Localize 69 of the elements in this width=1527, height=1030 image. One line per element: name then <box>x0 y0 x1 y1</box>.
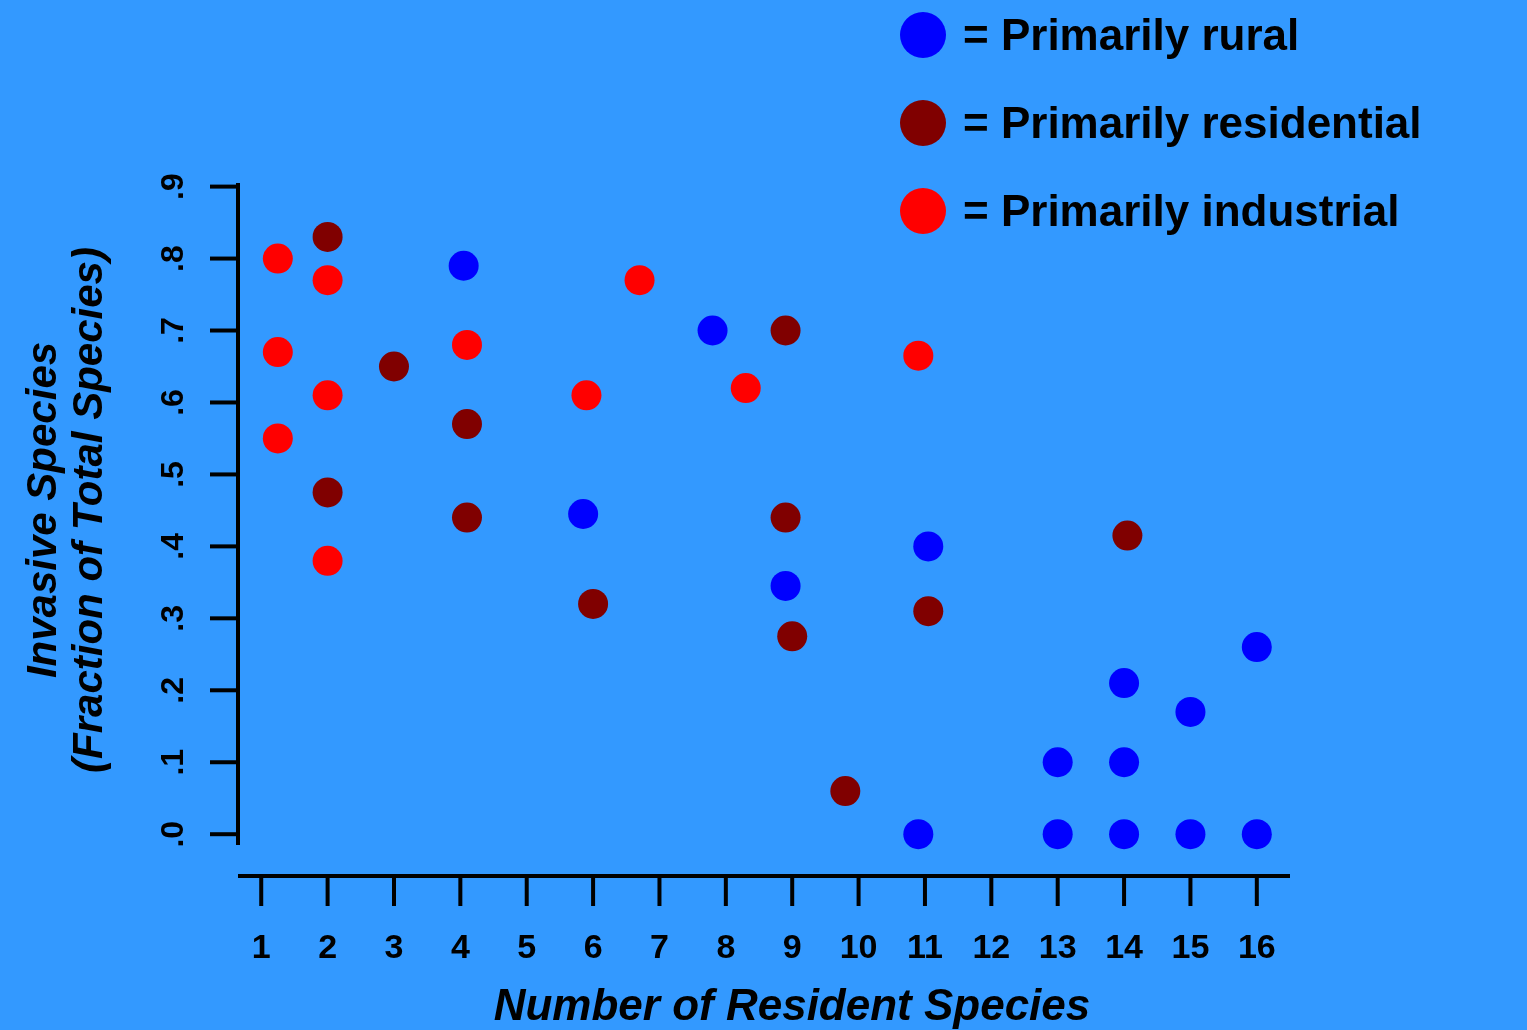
point <box>1109 747 1140 778</box>
x-tick-label: 7 <box>650 927 669 965</box>
point <box>770 570 801 601</box>
y-axis-title: Invasive Species (Fraction of Total Species) <box>18 247 111 773</box>
point <box>451 502 482 533</box>
x-tick-label: 2 <box>318 927 338 965</box>
x-tick-label: 9 <box>782 927 802 965</box>
y-tick-label: .0 <box>154 820 190 848</box>
y-tick-label: .4 <box>154 532 190 560</box>
point <box>1042 819 1073 850</box>
point <box>451 329 482 360</box>
x-tick-label: 12 <box>972 927 1011 965</box>
point <box>913 531 944 562</box>
legend-label: = Primarily industrial <box>963 186 1400 235</box>
y-tick-label: .5 <box>154 461 190 488</box>
point <box>451 409 482 440</box>
point <box>378 351 409 382</box>
point <box>1109 668 1140 699</box>
point <box>1241 632 1272 663</box>
point <box>770 315 801 346</box>
point <box>913 596 944 627</box>
point <box>312 545 343 576</box>
y-tick-label: .2 <box>154 676 190 704</box>
x-tick-label: 14 <box>1105 927 1144 965</box>
x-tick-label: 5 <box>517 927 537 965</box>
point <box>903 819 934 850</box>
point <box>624 265 655 296</box>
x-tick-label: 3 <box>384 927 404 965</box>
point <box>1175 819 1206 850</box>
point <box>1112 520 1143 551</box>
point <box>1175 696 1206 727</box>
y-tick-label: .7 <box>154 317 190 344</box>
x-tick-label: 13 <box>1038 927 1077 965</box>
point <box>697 315 728 346</box>
point <box>830 776 861 807</box>
point <box>262 243 293 274</box>
legend-label: = Primarily residential <box>963 98 1422 147</box>
point <box>312 380 343 411</box>
y-tick-label: .9 <box>154 173 190 200</box>
x-tick-label: 8 <box>716 927 736 965</box>
point <box>730 373 761 404</box>
point <box>1042 747 1073 778</box>
point <box>262 337 293 368</box>
point <box>1241 819 1272 850</box>
y-tick-label: .1 <box>154 748 190 776</box>
point <box>312 221 343 252</box>
point <box>568 499 599 529</box>
legend-label: = Primarily rural <box>963 10 1300 59</box>
x-tick-label: 1 <box>251 927 271 965</box>
point <box>312 477 343 508</box>
point <box>777 621 808 652</box>
point <box>578 588 609 619</box>
y-tick-label: .8 <box>154 245 190 272</box>
x-tick-label: 6 <box>583 927 603 965</box>
point <box>770 502 801 533</box>
y-tick-label: .6 <box>154 389 190 416</box>
point <box>448 250 479 281</box>
y-tick-label: .3 <box>154 604 190 632</box>
x-tick-label: 16 <box>1237 927 1276 965</box>
point <box>312 265 343 296</box>
x-tick-label: 15 <box>1171 927 1210 965</box>
x-tick-label: 11 <box>906 927 943 965</box>
point <box>262 423 293 454</box>
point <box>903 340 934 371</box>
x-axis-title: Number of Resident Species <box>493 980 1091 1029</box>
point <box>571 380 602 411</box>
point <box>1109 819 1140 850</box>
x-tick-label: 4 <box>450 927 470 965</box>
x-tick-label: 10 <box>839 927 878 965</box>
